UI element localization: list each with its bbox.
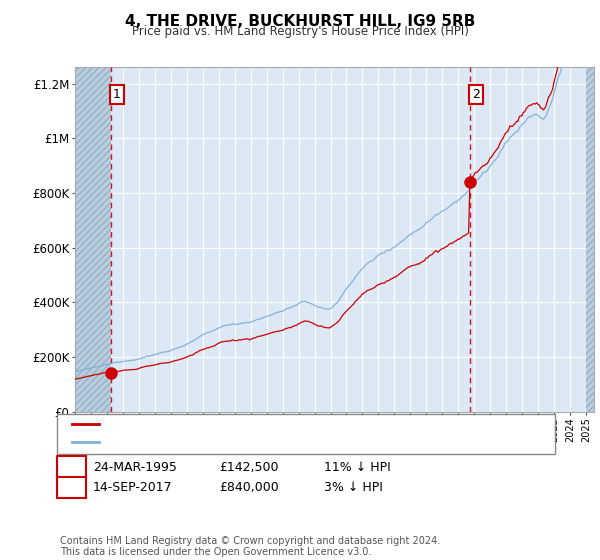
Text: £840,000: £840,000 (219, 481, 279, 494)
Text: 2: 2 (472, 88, 480, 101)
Text: 4, THE DRIVE, BUCKHURST HILL, IG9 5RB (detached house): 4, THE DRIVE, BUCKHURST HILL, IG9 5RB (d… (103, 418, 453, 431)
Text: 24-MAR-1995: 24-MAR-1995 (93, 460, 177, 474)
Bar (586, 67, 594, 412)
Text: Contains HM Land Registry data © Crown copyright and database right 2024.
This d: Contains HM Land Registry data © Crown c… (60, 535, 440, 557)
Text: 4, THE DRIVE, BUCKHURST HILL, IG9 5RB: 4, THE DRIVE, BUCKHURST HILL, IG9 5RB (125, 14, 475, 29)
Text: 14-SEP-2017: 14-SEP-2017 (93, 481, 173, 494)
Bar (75, 67, 110, 412)
Text: 1: 1 (67, 460, 76, 474)
Text: 11% ↓ HPI: 11% ↓ HPI (324, 460, 391, 474)
Text: 2: 2 (67, 481, 76, 494)
Text: 1: 1 (113, 88, 121, 101)
Text: 3% ↓ HPI: 3% ↓ HPI (324, 481, 383, 494)
Text: £142,500: £142,500 (219, 460, 278, 474)
Text: HPI: Average price, detached house, Epping Forest: HPI: Average price, detached house, Eppi… (103, 436, 402, 449)
Text: Price paid vs. HM Land Registry's House Price Index (HPI): Price paid vs. HM Land Registry's House … (131, 25, 469, 38)
